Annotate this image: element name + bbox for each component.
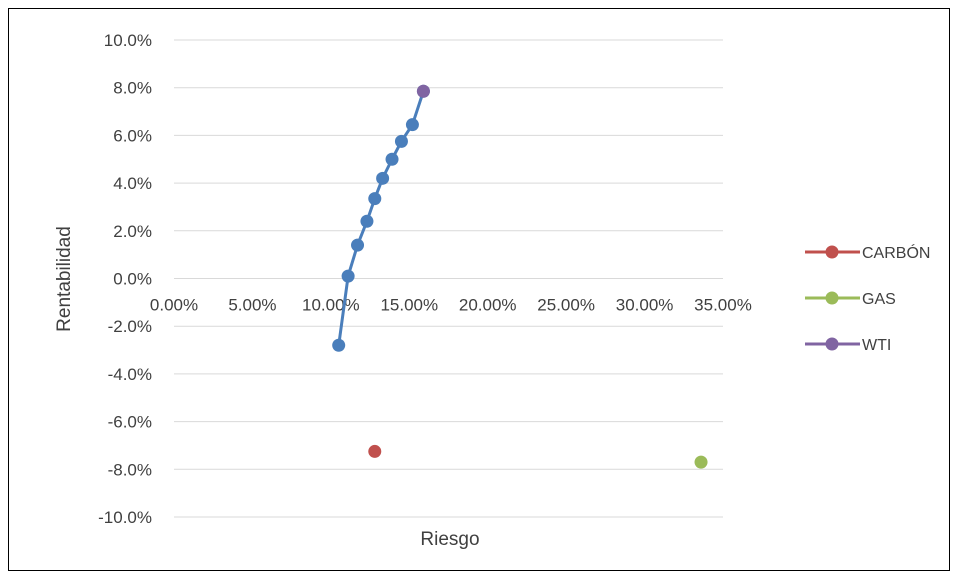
x-tick-label: 30.00% [616, 296, 674, 315]
data-point [416, 84, 430, 98]
y-tick-label: 0.0% [113, 270, 152, 289]
legend-swatch-marker [825, 291, 839, 305]
data-point [405, 118, 419, 132]
x-tick-label: 5.00% [228, 296, 276, 315]
data-point [385, 152, 399, 166]
x-tick-label: 25.00% [537, 296, 595, 315]
legend-label: CARBÓN [862, 243, 930, 262]
plot-area [332, 84, 708, 469]
data-point [351, 238, 365, 252]
x-tick-labels: 0.00% 5.00% 10.00% 15.00% 20.00% 25.00% 30.00%… [150, 296, 752, 315]
data-point [376, 171, 390, 185]
y-tick-label: -8.0% [108, 460, 152, 479]
x-tick-label: 15.00% [380, 296, 438, 315]
data-point [368, 444, 382, 458]
data-point [360, 214, 374, 228]
y-tick-label: -4.0% [108, 365, 152, 384]
x-tick-label: 10.00% [302, 296, 360, 315]
legend-label: GAS [862, 291, 896, 308]
x-tick-label: 20.00% [459, 296, 517, 315]
x-tick-label: 0.00% [150, 296, 198, 315]
chart-frame [8, 8, 950, 571]
data-point [694, 455, 708, 469]
y-tick-label: 6.0% [113, 126, 152, 145]
legend-label: WTI [862, 337, 891, 354]
x-axis-title: Riesgo [420, 529, 479, 550]
y-tick-label: -2.0% [108, 317, 152, 336]
legend-swatch-marker [825, 245, 839, 259]
y-tick-label: 4.0% [113, 174, 152, 193]
y-tick-label: -10.0% [98, 508, 152, 527]
data-point [394, 134, 408, 148]
data-point [332, 338, 346, 352]
y-tick-label: 2.0% [113, 222, 152, 241]
legend: CARBÓN GAS WTI [805, 243, 930, 354]
series-line [337, 90, 425, 346]
y-tick-label: 8.0% [113, 79, 152, 98]
legend-swatch-marker [825, 337, 839, 351]
data-point [341, 269, 355, 283]
y-axis-title: Rentabilidad [54, 226, 75, 332]
data-point [368, 192, 382, 206]
y-tick-label: -6.0% [108, 413, 152, 432]
y-tick-labels: 10.0% 8.0% 6.0% 4.0% 2.0% 0.0% -2.0% -4.0% -6.0%… [98, 31, 152, 527]
x-tick-label: 35.00% [694, 296, 752, 315]
y-tick-label: 10.0% [104, 31, 152, 50]
